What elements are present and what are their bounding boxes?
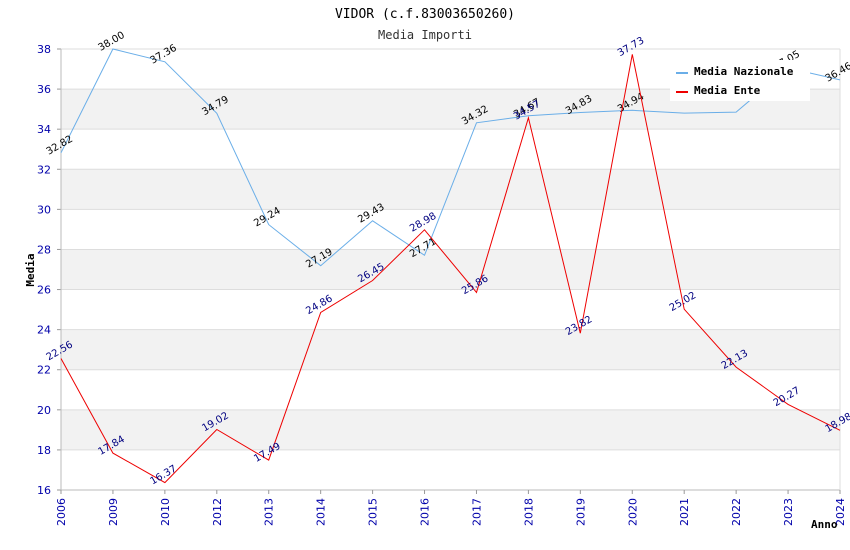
x-tick-label: 2012 [211, 498, 224, 526]
grid-band [61, 329, 840, 370]
x-tick-label: 2006 [55, 498, 68, 526]
x-tick-label: 2024 [834, 498, 847, 526]
x-tick-label: 2013 [263, 498, 276, 526]
x-tick-label: 2021 [678, 498, 691, 526]
data-label: 38.00 [96, 30, 126, 54]
x-tick-label: 2009 [107, 498, 120, 526]
series-line-media-nazionale [60, 48, 841, 267]
y-tick-label: 30 [37, 203, 51, 216]
legend-label-media-ente: Media Ente [694, 84, 761, 97]
data-label: 24.86 [304, 293, 334, 317]
data-label: 37.73 [616, 35, 646, 59]
x-tick-label: 2022 [730, 498, 743, 526]
legend: Media Nazionale Media Ente [670, 60, 810, 101]
y-tick-label: 16 [37, 484, 51, 497]
y-tick-label: 18 [37, 444, 51, 457]
grid-lines [61, 48, 840, 491]
y-tick-label: 20 [37, 404, 51, 417]
axes [57, 48, 841, 494]
grid-band [61, 249, 840, 290]
chart-title: VIDOR (c.f.83003650260) [335, 7, 515, 22]
data-label: 37.36 [148, 43, 178, 67]
y-tick-label: 34 [37, 123, 51, 136]
legend-label-media-nazionale: Media Nazionale [694, 65, 794, 78]
x-tick-label: 2019 [574, 498, 587, 526]
x-tick-label: 2020 [626, 498, 639, 526]
data-label: 32.82 [45, 134, 75, 158]
series-line-media-ente [60, 54, 841, 484]
y-tick-label: 36 [37, 83, 51, 96]
x-tick-labels: 2006 2009 2010 2012 2013 2014 2015 2016 2017 2018… [55, 498, 847, 526]
x-tick-label: 2016 [419, 498, 432, 526]
y-tick-label: 28 [37, 243, 51, 256]
y-tick-label: 38 [37, 43, 51, 56]
x-tick-label: 2023 [782, 498, 795, 526]
chart-subtitle: Media Importi [378, 28, 472, 42]
x-tick-label: 2017 [470, 498, 483, 526]
x-tick-label: 2015 [367, 498, 380, 526]
y-tick-label: 32 [37, 163, 51, 176]
y-tick-label: 24 [37, 324, 51, 337]
x-tick-label: 2014 [315, 498, 328, 526]
y-tick-labels: 16 18 20 22 24 26 28 30 32 34 36 38 [37, 43, 51, 497]
data-label: 20.27 [772, 385, 802, 409]
x-tick-label: 2010 [159, 498, 172, 526]
x-axis-label: Anno [811, 518, 838, 531]
data-label: 36.46 [824, 61, 850, 85]
data-label: 25.02 [668, 290, 698, 314]
y-tick-label: 22 [37, 364, 51, 377]
y-axis-label: Media [24, 253, 37, 286]
grid-bands [61, 89, 840, 450]
data-label: 16.37 [148, 464, 178, 488]
grid-band [61, 409, 840, 450]
legend-box [670, 60, 810, 101]
y-tick-label: 26 [37, 284, 51, 297]
x-tick-label: 2018 [522, 498, 535, 526]
